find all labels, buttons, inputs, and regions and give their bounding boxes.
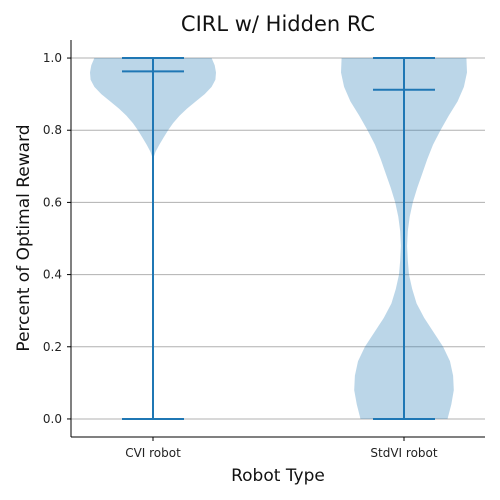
axes — [67, 40, 485, 441]
tick-labels: 0.0 0.2 0.4 0.6 0.8 1.0 CVI robot StdVI robot — [43, 51, 438, 460]
chart-title: CIRL w/ Hidden RC — [181, 12, 375, 36]
violin-stat-lines — [122, 57, 435, 420]
x-tick-label: CVI robot — [125, 446, 181, 460]
x-axis-label: Robot Type — [231, 466, 325, 486]
y-tick-label: 0.2 — [43, 340, 62, 354]
y-tick-label: 0.6 — [43, 195, 62, 209]
y-tick-label: 0.0 — [43, 412, 62, 426]
violin-bodies — [90, 58, 467, 419]
x-tick-label: StdVI robot — [370, 446, 437, 460]
y-tick-label: 0.8 — [43, 123, 62, 137]
y-axis-label: Percent of Optimal Reward — [14, 124, 34, 351]
y-tick-label: 1.0 — [43, 51, 62, 65]
y-tick-label: 0.4 — [43, 268, 62, 282]
